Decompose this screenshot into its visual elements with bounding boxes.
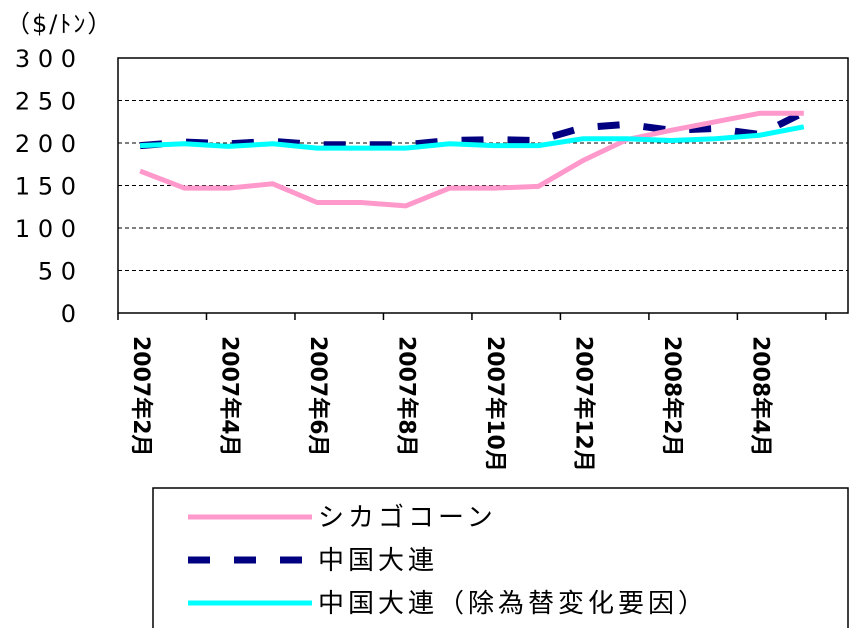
x-tick-label: 2007年4月 <box>217 336 243 457</box>
plot-area-border <box>117 57 849 314</box>
x-tick-label: 2007年2月 <box>128 336 154 457</box>
x-axis-ticks <box>117 313 827 320</box>
y-tick-label: 3 0 0 <box>15 45 76 73</box>
x-tick-label: 2008年2月 <box>659 336 685 457</box>
gridlines <box>118 100 848 271</box>
y-tick-label: 2 5 0 <box>15 88 76 116</box>
x-tick-label: 2008年4月 <box>748 336 774 457</box>
y-tick-label: 1 5 0 <box>15 173 76 201</box>
y-tick-label: 2 0 0 <box>15 130 76 158</box>
x-tick-label: 2007年10月 <box>482 336 508 472</box>
y-tick-labels: 0 5 0 1 0 0 1 5 0 2 0 0 2 5 0 3 0 0 <box>15 45 76 328</box>
series-line-2 <box>139 124 805 151</box>
legend-label-2: 中国大連（除為替変化要因） <box>318 589 708 619</box>
x-tick-label: 2007年12月 <box>571 336 597 472</box>
x-tick-labels: 2007年2月 2007年4月 2007年6月 2007年8月 2007年10月 2007… <box>128 336 773 472</box>
series-line-0 <box>139 110 804 209</box>
legend-label-0: シカゴコーン <box>318 503 497 533</box>
y-tick-label: 1 0 0 <box>15 215 76 243</box>
legend-label-1: 中国大連 <box>318 546 438 576</box>
y-tick-label: 5 0 <box>38 258 76 286</box>
x-tick-label: 2007年8月 <box>394 336 420 457</box>
series-lines <box>139 109 806 209</box>
y-tick-label: 0 <box>61 300 76 328</box>
x-tick-label: 2007年6月 <box>305 336 331 457</box>
y-unit-label: （$/ﾄﾝ） <box>6 10 114 38</box>
series-line-1 <box>139 109 806 150</box>
